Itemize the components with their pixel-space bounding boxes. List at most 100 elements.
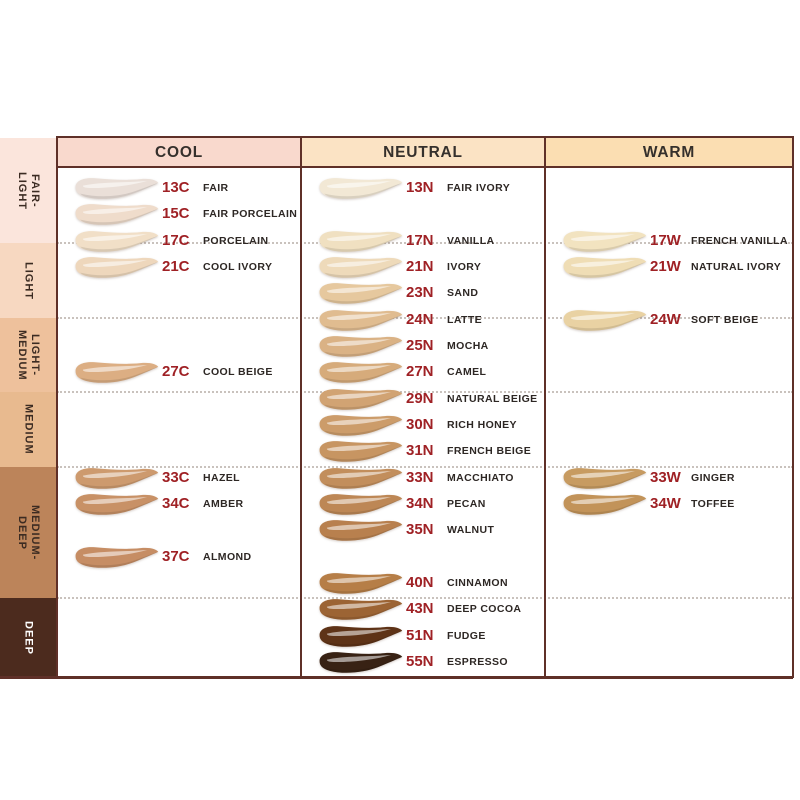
shade-name: VANILLA bbox=[447, 235, 495, 247]
shade-code: 21N bbox=[406, 258, 434, 275]
shade-swatch-smear bbox=[319, 573, 403, 594]
shade-swatch-smear bbox=[319, 231, 403, 252]
sidebar-section-light: LIGHT bbox=[0, 243, 56, 318]
shade-name: CINNAMON bbox=[447, 577, 508, 589]
shade-name: FAIR IVORY bbox=[447, 182, 511, 194]
shade-code: 40N bbox=[406, 574, 434, 591]
sidebar-section-medium: MEDIUM bbox=[0, 392, 56, 467]
shade-item-17c: 17C PORCELAIN bbox=[57, 228, 301, 254]
shade-code: 17N bbox=[406, 232, 434, 249]
shade-item-43n: 43N DEEP COCOA bbox=[301, 596, 545, 622]
shade-code: 24W bbox=[650, 311, 681, 328]
shade-item-55n: 55N ESPRESSO bbox=[301, 649, 545, 675]
shade-swatch-smear bbox=[563, 494, 647, 515]
sidebar-section-label: FAIR- LIGHT bbox=[16, 171, 41, 210]
shade-item-51n: 51N FUDGE bbox=[301, 623, 545, 649]
shade-swatch-smear bbox=[319, 441, 403, 462]
shade-swatch-smear bbox=[319, 257, 403, 278]
shade-swatch-smear bbox=[319, 468, 403, 489]
shade-name: ESPRESSO bbox=[447, 656, 508, 668]
shade-swatch-smear bbox=[75, 362, 159, 383]
shade-code: 30N bbox=[406, 416, 434, 433]
shade-item-30n: 30N RICH HONEY bbox=[301, 412, 545, 438]
shade-swatch-smear bbox=[75, 178, 159, 199]
shade-code: 24N bbox=[406, 311, 434, 328]
shade-name: COOL IVORY bbox=[203, 261, 273, 273]
shade-code: 15C bbox=[162, 205, 190, 222]
shade-code: 33W bbox=[650, 469, 681, 486]
shade-code: 21C bbox=[162, 258, 190, 275]
shade-item-35n: 35N WALNUT bbox=[301, 517, 545, 543]
shade-name: WALNUT bbox=[447, 524, 495, 536]
shade-name: PORCELAIN bbox=[203, 235, 269, 247]
shade-item-34c: 34C AMBER bbox=[57, 491, 301, 517]
shade-code: 34W bbox=[650, 495, 681, 512]
shade-swatch-smear bbox=[319, 520, 403, 541]
shade-swatch-smear bbox=[319, 283, 403, 304]
shade-code: 17C bbox=[162, 232, 190, 249]
shade-code: 51N bbox=[406, 627, 434, 644]
shade-name: FUDGE bbox=[447, 630, 486, 642]
column-divider-cool-neutral bbox=[300, 136, 302, 678]
sidebar-section-label: MEDIUM- DEEP bbox=[16, 504, 41, 561]
shade-item-15c: 15C FAIR PORCELAIN bbox=[57, 201, 301, 227]
shade-name: MOCHA bbox=[447, 340, 489, 352]
shade-name: ALMOND bbox=[203, 551, 252, 563]
section-divider-line bbox=[57, 391, 793, 393]
sidebar-section-label: DEEP bbox=[22, 621, 35, 655]
shade-item-21c: 21C COOL IVORY bbox=[57, 254, 301, 280]
shade-code: 31N bbox=[406, 442, 434, 459]
shade-name: FRENCH VANILLA bbox=[691, 235, 788, 247]
shade-item-25n: 25N MOCHA bbox=[301, 333, 545, 359]
shade-code: 29N bbox=[406, 390, 434, 407]
shade-item-33n: 33N MACCHIATO bbox=[301, 465, 545, 491]
shade-name: FAIR PORCELAIN bbox=[203, 208, 298, 220]
shade-code: 34N bbox=[406, 495, 434, 512]
shade-name: NATURAL IVORY bbox=[691, 261, 782, 273]
shade-code: 21W bbox=[650, 258, 681, 275]
shade-swatch-smear bbox=[563, 310, 647, 331]
header-bottom-border bbox=[57, 166, 793, 168]
shade-item-27n: 27N CAMEL bbox=[301, 359, 545, 385]
shade-item-31n: 31N FRENCH BEIGE bbox=[301, 438, 545, 464]
shade-swatch-smear bbox=[319, 652, 403, 673]
shade-code: 43N bbox=[406, 600, 434, 617]
section-divider-line bbox=[57, 597, 793, 599]
shade-code: 27N bbox=[406, 363, 434, 380]
shade-swatch-smear bbox=[319, 336, 403, 357]
shade-swatch-smear bbox=[563, 257, 647, 278]
shade-item-13c: 13C FAIR bbox=[57, 175, 301, 201]
shade-item-33w: 33W GINGER bbox=[545, 465, 793, 491]
shade-name: AMBER bbox=[203, 498, 244, 510]
shade-item-34n: 34N PECAN bbox=[301, 491, 545, 517]
shade-swatch-smear bbox=[319, 310, 403, 331]
shade-item-17n: 17N VANILLA bbox=[301, 228, 545, 254]
sidebar-section-medium-deep: MEDIUM- DEEP bbox=[0, 467, 56, 598]
sidebar-section-label: LIGHT- MEDIUM bbox=[16, 329, 41, 381]
column-divider-neutral-warm bbox=[544, 136, 546, 678]
shade-item-34w: 34W TOFFEE bbox=[545, 491, 793, 517]
section-divider-line bbox=[57, 466, 793, 468]
shade-code: 33N bbox=[406, 469, 434, 486]
shade-item-29n: 29N NATURAL BEIGE bbox=[301, 386, 545, 412]
sidebar-section-label: MEDIUM bbox=[22, 404, 35, 455]
shade-item-24w: 24W SOFT BEIGE bbox=[545, 307, 793, 333]
shade-code: 25N bbox=[406, 337, 434, 354]
shade-name: IVORY bbox=[447, 261, 482, 273]
shade-code: 35N bbox=[406, 521, 434, 538]
shade-code: 27C bbox=[162, 363, 190, 380]
table-right-border bbox=[792, 136, 794, 678]
column-header-cool: COOL bbox=[57, 138, 301, 167]
table-left-border bbox=[56, 136, 58, 678]
shade-name: RICH HONEY bbox=[447, 419, 517, 431]
shade-swatch-smear bbox=[319, 599, 403, 620]
shade-name: HAZEL bbox=[203, 472, 240, 484]
sidebar-section-label: LIGHT bbox=[22, 261, 35, 300]
shade-item-40n: 40N CINNAMON bbox=[301, 570, 545, 596]
shade-code: 55N bbox=[406, 653, 434, 670]
column-header-neutral: NEUTRAL bbox=[301, 138, 545, 167]
shade-swatch-smear bbox=[75, 494, 159, 515]
shade-swatch-smear bbox=[319, 362, 403, 383]
shade-name: DEEP COCOA bbox=[447, 603, 522, 615]
